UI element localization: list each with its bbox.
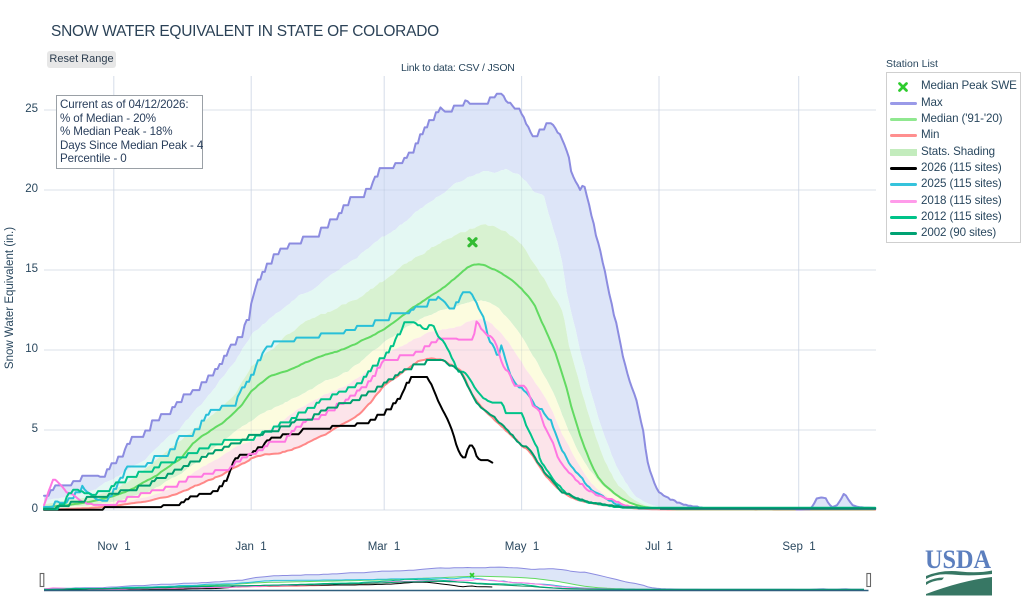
svg-text:USDA: USDA (925, 545, 991, 574)
